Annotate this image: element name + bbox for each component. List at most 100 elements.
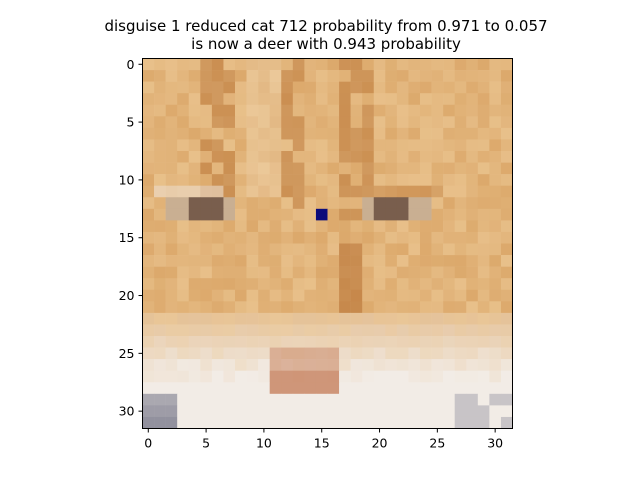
image-pixel — [339, 104, 351, 117]
image-pixel — [258, 359, 270, 371]
image-pixel — [292, 301, 305, 314]
image-pixel — [235, 70, 247, 82]
image-pixel — [292, 93, 305, 106]
image-pixel — [396, 127, 409, 140]
image-pixel — [200, 58, 213, 71]
image-pixel — [408, 255, 421, 267]
image-pixel — [477, 336, 490, 348]
image-pixel — [188, 382, 201, 395]
image-pixel — [420, 278, 432, 291]
image-pixel — [246, 347, 259, 360]
image-pixel — [281, 289, 294, 302]
image-pixel — [373, 382, 386, 395]
image-pixel — [200, 174, 213, 186]
image-pixel — [223, 220, 236, 233]
image-pixel — [489, 127, 502, 140]
image-pixel — [258, 220, 270, 233]
image-pixel — [443, 151, 455, 163]
image-pixel — [500, 266, 513, 279]
image-pixel — [350, 243, 363, 256]
image-pixel — [246, 266, 259, 279]
image-pixel — [292, 151, 305, 163]
image-pixel — [223, 81, 236, 94]
image-pixel — [211, 162, 224, 175]
image-pixel — [211, 127, 224, 140]
image-pixel — [350, 93, 363, 106]
image-pixel — [165, 231, 178, 244]
image-pixel — [258, 382, 270, 395]
image-pixel — [269, 116, 282, 129]
image-pixel — [258, 405, 270, 418]
image-pixel — [304, 185, 317, 198]
image-pixel — [246, 197, 259, 210]
image-pixel — [454, 289, 467, 302]
image-pixel — [443, 93, 455, 106]
image-pixel — [292, 139, 305, 152]
image-pixel — [350, 162, 363, 175]
image-pixel — [477, 151, 490, 163]
image-pixel — [466, 359, 479, 371]
image-pixel — [235, 197, 247, 210]
image-pixel — [292, 336, 305, 348]
image-pixel — [165, 301, 178, 314]
image-pixel — [385, 243, 398, 256]
image-pixel — [350, 336, 363, 348]
image-pixel — [269, 70, 282, 82]
image-pixel — [165, 127, 178, 140]
image-pixel — [188, 243, 201, 256]
image-pixel — [327, 243, 340, 256]
image-pixel — [292, 174, 305, 186]
image-pixel — [200, 278, 213, 291]
image-pixel — [431, 139, 444, 152]
image-pixel — [500, 208, 513, 221]
image-pixel — [223, 93, 236, 106]
image-pixel — [177, 266, 190, 279]
image-pixel — [188, 370, 201, 383]
image-pixel — [489, 208, 502, 221]
image-pixel — [315, 104, 328, 117]
image-pixel — [281, 70, 294, 82]
image-pixel — [350, 220, 363, 233]
image-pixel — [235, 301, 247, 314]
image-pixel — [443, 231, 455, 244]
image-pixel — [211, 70, 224, 82]
image-pixel — [489, 104, 502, 117]
image-pixel — [373, 81, 386, 94]
image-pixel — [142, 70, 155, 82]
image-pixel — [466, 416, 479, 429]
image-pixel — [165, 336, 178, 348]
image-pixel — [339, 370, 351, 383]
image-pixel — [223, 416, 236, 429]
image-pixel — [235, 312, 247, 325]
image-pixel — [350, 382, 363, 395]
image-pixel — [454, 301, 467, 314]
image-pixel — [362, 393, 375, 406]
image-pixel — [188, 127, 201, 140]
image-pixel — [304, 197, 317, 210]
image-pixel — [350, 208, 363, 221]
image-pixel — [246, 405, 259, 418]
image-pixel — [177, 104, 190, 117]
image-pixel — [154, 162, 166, 175]
image-pixel — [339, 58, 351, 71]
image-pixel — [466, 382, 479, 395]
image-pixel — [292, 104, 305, 117]
image-pixel — [466, 278, 479, 291]
image-pixel — [362, 151, 375, 163]
image-pixel — [443, 185, 455, 198]
image-pixel — [373, 301, 386, 314]
image-pixel — [154, 231, 166, 244]
image-pixel — [258, 81, 270, 94]
image-pixel — [269, 104, 282, 117]
image-pixel — [431, 336, 444, 348]
image-pixel — [477, 116, 490, 129]
image-pixel — [500, 231, 513, 244]
image-pixel — [211, 347, 224, 360]
image-pixel — [477, 70, 490, 82]
image-pixel — [177, 370, 190, 383]
image-pixel — [339, 347, 351, 360]
image-pixel — [177, 58, 190, 71]
image-pixel — [373, 208, 386, 221]
image-pixel — [281, 278, 294, 291]
image-pixel — [304, 243, 317, 256]
